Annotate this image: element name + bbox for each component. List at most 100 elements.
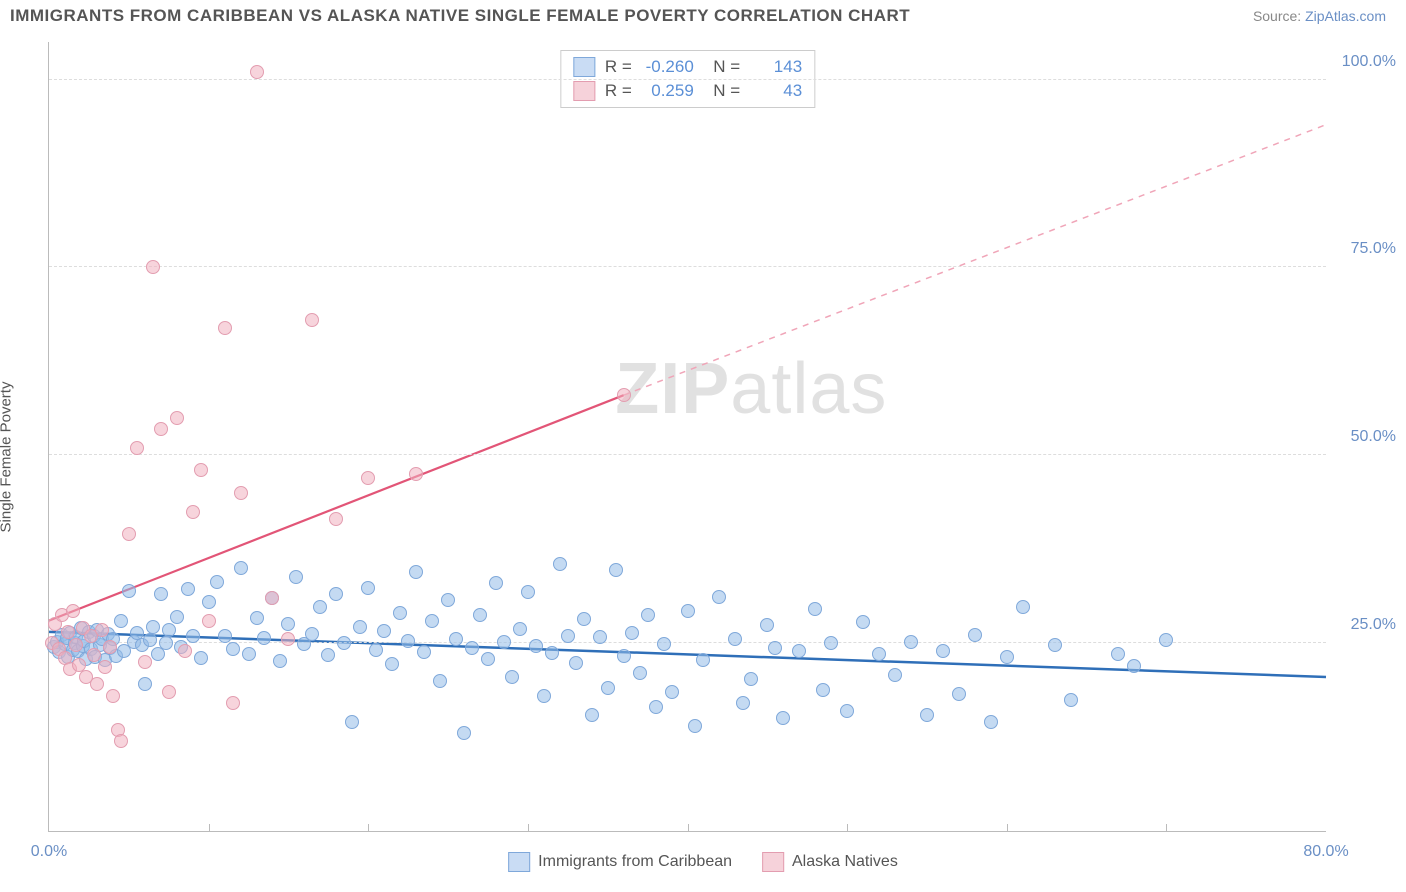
data-point-caribbean xyxy=(409,565,423,579)
data-point-caribbean xyxy=(688,719,702,733)
data-point-caribbean xyxy=(760,618,774,632)
data-point-caribbean xyxy=(617,649,631,663)
stat-n-val-2: 43 xyxy=(750,81,802,101)
chart-wrap: Single Female Poverty ZIPatlas R = -0.26… xyxy=(0,32,1406,882)
data-point-alaska xyxy=(234,486,248,500)
data-point-caribbean xyxy=(696,653,710,667)
source-link[interactable]: ZipAtlas.com xyxy=(1305,8,1386,24)
data-point-caribbean xyxy=(162,623,176,637)
data-point-caribbean xyxy=(321,648,335,662)
data-point-caribbean xyxy=(968,628,982,642)
data-point-alaska xyxy=(154,422,168,436)
data-point-alaska xyxy=(87,648,101,662)
data-point-caribbean xyxy=(210,575,224,589)
data-point-caribbean xyxy=(585,708,599,722)
trend-lines xyxy=(49,42,1326,831)
xtick-label-max: 80.0% xyxy=(1303,843,1348,861)
data-point-caribbean xyxy=(1016,600,1030,614)
data-point-caribbean xyxy=(641,608,655,622)
data-point-caribbean xyxy=(146,620,160,634)
data-point-caribbean xyxy=(808,602,822,616)
data-point-caribbean xyxy=(385,657,399,671)
data-point-caribbean xyxy=(657,637,671,651)
data-point-caribbean xyxy=(856,615,870,629)
data-point-alaska xyxy=(90,677,104,691)
data-point-caribbean xyxy=(234,561,248,575)
data-point-caribbean xyxy=(744,672,758,686)
data-point-alaska xyxy=(281,632,295,646)
data-point-caribbean xyxy=(904,635,918,649)
data-point-caribbean xyxy=(417,645,431,659)
trend-line xyxy=(624,125,1326,396)
data-point-alaska xyxy=(170,411,184,425)
xtick-minor xyxy=(1007,824,1008,832)
data-point-alaska xyxy=(95,623,109,637)
data-point-caribbean xyxy=(577,612,591,626)
data-point-caribbean xyxy=(159,636,173,650)
data-point-alaska xyxy=(146,260,160,274)
data-point-caribbean xyxy=(250,611,264,625)
data-point-caribbean xyxy=(425,614,439,628)
data-point-alaska xyxy=(61,625,75,639)
data-point-caribbean xyxy=(984,715,998,729)
source-label: Source: xyxy=(1253,8,1301,24)
data-point-alaska xyxy=(329,512,343,526)
data-point-caribbean xyxy=(545,646,559,660)
xtick-label-min: 0.0% xyxy=(31,843,67,861)
data-point-caribbean xyxy=(625,626,639,640)
data-point-alaska xyxy=(218,321,232,335)
data-point-caribbean xyxy=(361,581,375,595)
data-point-caribbean xyxy=(561,629,575,643)
data-point-caribbean xyxy=(457,726,471,740)
watermark-zip: ZIP xyxy=(615,349,730,429)
data-point-caribbean xyxy=(553,557,567,571)
xtick-minor xyxy=(209,824,210,832)
data-point-alaska xyxy=(186,505,200,519)
data-point-caribbean xyxy=(537,689,551,703)
data-point-caribbean xyxy=(353,620,367,634)
data-point-caribbean xyxy=(433,674,447,688)
data-point-alaska xyxy=(138,655,152,669)
data-point-caribbean xyxy=(872,647,886,661)
stat-r-val-1: -0.260 xyxy=(642,57,694,77)
xtick-minor xyxy=(368,824,369,832)
data-point-alaska xyxy=(250,65,264,79)
data-point-caribbean xyxy=(186,629,200,643)
data-point-alaska xyxy=(361,471,375,485)
data-point-alaska xyxy=(194,463,208,477)
data-point-alaska xyxy=(69,638,83,652)
data-point-alaska xyxy=(202,614,216,628)
swatch-alaska xyxy=(573,81,595,101)
data-point-caribbean xyxy=(257,631,271,645)
data-point-alaska xyxy=(617,388,631,402)
watermark-atlas: atlas xyxy=(730,349,887,429)
data-point-caribbean xyxy=(665,685,679,699)
gridline-h xyxy=(49,79,1326,80)
data-point-caribbean xyxy=(529,639,543,653)
data-point-caribbean xyxy=(736,696,750,710)
plot-area: ZIPatlas R = -0.260 N = 143 R = 0.259 N … xyxy=(48,42,1326,832)
data-point-caribbean xyxy=(369,643,383,657)
data-point-caribbean xyxy=(449,632,463,646)
data-point-caribbean xyxy=(497,635,511,649)
data-point-caribbean xyxy=(226,642,240,656)
data-point-caribbean xyxy=(401,634,415,648)
legend-swatch-caribbean xyxy=(508,852,530,872)
data-point-caribbean xyxy=(202,595,216,609)
data-point-caribbean xyxy=(1048,638,1062,652)
data-point-caribbean xyxy=(345,715,359,729)
data-point-caribbean xyxy=(441,593,455,607)
legend-label-alaska: Alaska Natives xyxy=(792,853,898,871)
xtick-minor xyxy=(528,824,529,832)
source-attribution: Source: ZipAtlas.com xyxy=(1253,8,1386,24)
xtick-minor xyxy=(688,824,689,832)
ytick-label: 25.0% xyxy=(1336,616,1396,634)
data-point-alaska xyxy=(409,467,423,481)
data-point-alaska xyxy=(98,660,112,674)
data-point-caribbean xyxy=(1127,659,1141,673)
data-point-caribbean xyxy=(840,704,854,718)
data-point-caribbean xyxy=(473,608,487,622)
stat-r-label: R = xyxy=(605,57,632,77)
legend-item-caribbean: Immigrants from Caribbean xyxy=(508,852,732,872)
legend-item-alaska: Alaska Natives xyxy=(762,852,898,872)
